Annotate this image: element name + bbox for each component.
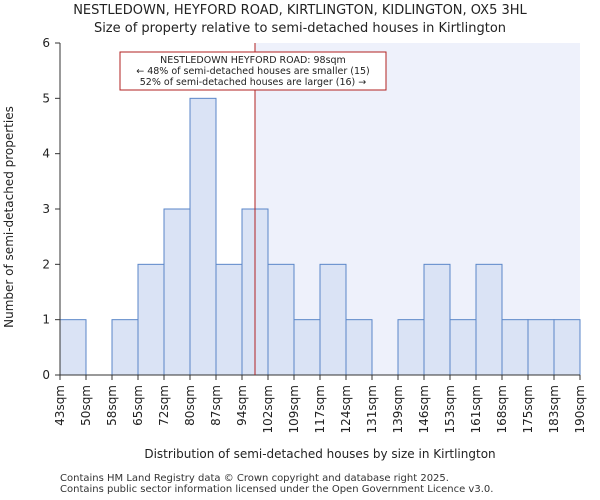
histogram-bar-161sqm — [475, 263, 503, 376]
annotation-line-3: 52% of semi-detached houses are larger (… — [140, 77, 367, 88]
x-tick-label: 102sqm — [261, 385, 275, 433]
histogram-bar-58sqm — [111, 319, 139, 376]
y-tick-label: 1 — [42, 313, 50, 327]
x-tick-label: 131sqm — [365, 385, 379, 433]
x-tick-label: 109sqm — [287, 385, 301, 433]
annotation-line-2: ← 48% of semi-detached houses are smalle… — [136, 66, 370, 77]
x-tick-label: 139sqm — [391, 385, 405, 433]
footer-copyright: Contains HM Land Registry data © Crown c… — [60, 473, 449, 484]
histogram-bar-183sqm — [553, 319, 581, 376]
y-tick-label: 0 — [42, 368, 50, 382]
x-axis-title: Distribution of semi-detached houses by … — [144, 447, 495, 461]
annotation-line-1: NESTLEDOWN HEYFORD ROAD: 98sqm — [160, 55, 346, 66]
histogram-bar-168sqm — [501, 319, 529, 376]
histogram-bar-124sqm — [345, 319, 373, 376]
x-tick-label: 80sqm — [183, 385, 197, 426]
y-axis-title: Number of semi-detached properties — [2, 106, 16, 328]
x-tick-label: 94sqm — [235, 385, 249, 426]
x-tick-label: 161sqm — [469, 385, 483, 433]
x-tick-label: 146sqm — [417, 385, 431, 433]
x-tick-label: 124sqm — [339, 385, 353, 433]
chart-subtitle: Size of property relative to semi-detach… — [93, 21, 507, 36]
histogram-bar-80sqm — [189, 97, 217, 376]
histogram-bar-117sqm — [319, 263, 347, 376]
x-tick-label: 43sqm — [53, 385, 67, 426]
histogram-bar-43sqm — [59, 319, 87, 376]
x-tick-label: 183sqm — [547, 385, 561, 433]
y-tick-label: 4 — [42, 147, 50, 161]
histogram-bar-139sqm — [397, 319, 425, 376]
y-tick-label: 2 — [42, 257, 50, 271]
histogram-bar-175sqm — [527, 319, 555, 376]
histogram-bar-146sqm — [423, 263, 451, 376]
histogram-bar-109sqm — [293, 319, 321, 376]
y-tick-label: 6 — [42, 36, 50, 50]
chart-title: NESTLEDOWN, HEYFORD ROAD, KIRTLINGTON, K… — [73, 3, 527, 18]
x-tick-label: 58sqm — [105, 385, 119, 426]
x-tick-label: 87sqm — [209, 385, 223, 426]
histogram-bar-153sqm — [449, 319, 477, 376]
x-tick-label: 117sqm — [313, 385, 327, 433]
x-tick-label: 153sqm — [443, 385, 457, 433]
histogram-bar-102sqm — [267, 263, 295, 376]
x-tick-label: 168sqm — [495, 385, 509, 433]
annotation-box — [119, 51, 387, 91]
x-tick-label: 72sqm — [157, 385, 171, 426]
x-tick-label: 190sqm — [573, 385, 587, 433]
x-tick-label: 175sqm — [521, 385, 535, 433]
x-tick-label: 65sqm — [131, 385, 145, 426]
histogram-bar-87sqm — [215, 263, 243, 376]
x-tick-label: 50sqm — [79, 385, 93, 426]
y-tick-label: 5 — [42, 91, 50, 105]
footer-licence: Contains public sector information licen… — [60, 484, 494, 495]
y-tick-label: 3 — [42, 202, 50, 216]
histogram-bar-72sqm — [163, 208, 191, 376]
histogram-bar-65sqm — [137, 263, 165, 376]
